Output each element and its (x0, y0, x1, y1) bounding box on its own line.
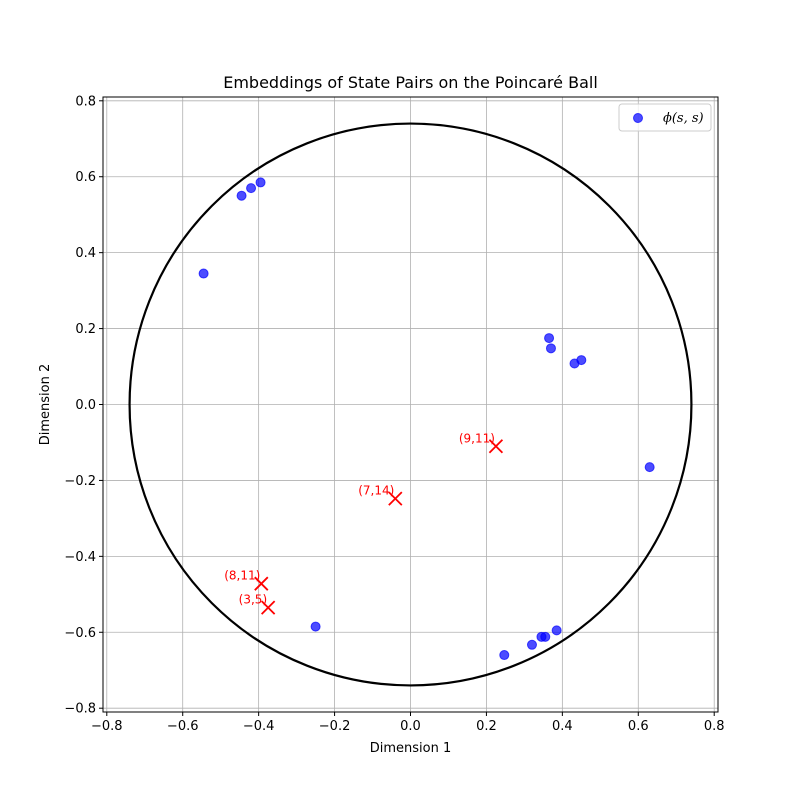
x-tick-label: 0.0 (400, 719, 421, 734)
x-tick-label: 0.6 (628, 719, 649, 734)
x-marker (388, 491, 403, 506)
data-point (499, 650, 510, 661)
x-tick-label: 0.4 (552, 719, 573, 734)
x-tick-label: −0.6 (167, 719, 199, 734)
point-annotation: (9,11) (459, 431, 495, 445)
x-marker-stroke (488, 439, 504, 454)
data-point (255, 177, 266, 188)
legend: ϕ(s, s) (618, 103, 712, 132)
y-tick-label: 0.4 (75, 246, 96, 261)
y-tick-label: 0.6 (75, 170, 96, 185)
x-marker (254, 576, 269, 591)
legend-box (618, 103, 712, 132)
legend-label: ϕ(s, s) (663, 111, 704, 126)
data-point (526, 639, 537, 650)
point-annotation: (8,11) (224, 569, 260, 583)
x-marker-stroke (254, 576, 269, 591)
y-tick-label: 0.8 (75, 94, 96, 109)
y-tick-label: −0.8 (64, 702, 96, 717)
point-annotation: (3,5) (239, 593, 267, 607)
legend-marker (633, 113, 643, 123)
data-point (544, 333, 555, 344)
boundary-circle (128, 122, 693, 687)
x-marker-stroke (261, 600, 276, 615)
grid (103, 97, 718, 712)
x-tick-label: −0.4 (243, 719, 275, 734)
x-marker (261, 600, 276, 615)
data-point (246, 183, 257, 194)
data-point (310, 621, 321, 632)
y-axis-label: Dimension 2 (38, 364, 53, 446)
y-axis: −0.8 −0.6 −0.4 −0.2 0.0 0.2 0.4 0.6 0.8 (64, 94, 103, 717)
data-point (569, 358, 580, 369)
data-point (198, 268, 209, 279)
y-tick-label: −0.2 (64, 474, 96, 489)
x-marker (488, 439, 504, 454)
x-axis: −0.8 −0.6 −0.4 −0.2 0.0 0.2 0.4 0.6 0.8 (91, 712, 725, 734)
y-tick-label: 0.0 (75, 398, 96, 413)
x-axis-label: Dimension 1 (370, 741, 452, 756)
y-tick-label: −0.4 (64, 550, 96, 565)
data-point (236, 190, 247, 201)
data-point (545, 343, 556, 354)
x-marker-stroke (388, 491, 403, 506)
annotations: (9,11) (7,14) (8,11) (3,5) (224, 431, 495, 606)
y-tick-label: 0.2 (75, 322, 96, 337)
data-points (198, 177, 655, 661)
data-point (540, 631, 551, 642)
chart-title: Embeddings of State Pairs on the Poincar… (223, 73, 598, 92)
poincare-boundary (128, 122, 693, 687)
x-tick-label: 0.2 (476, 719, 497, 734)
x-tick-label: −0.8 (91, 719, 123, 734)
data-point (644, 462, 655, 473)
x-tick-label: −0.2 (319, 719, 351, 734)
x-tick-label: 0.8 (704, 719, 725, 734)
y-tick-label: −0.6 (64, 626, 96, 641)
point-annotation: (7,14) (358, 484, 394, 498)
data-point (551, 625, 562, 636)
